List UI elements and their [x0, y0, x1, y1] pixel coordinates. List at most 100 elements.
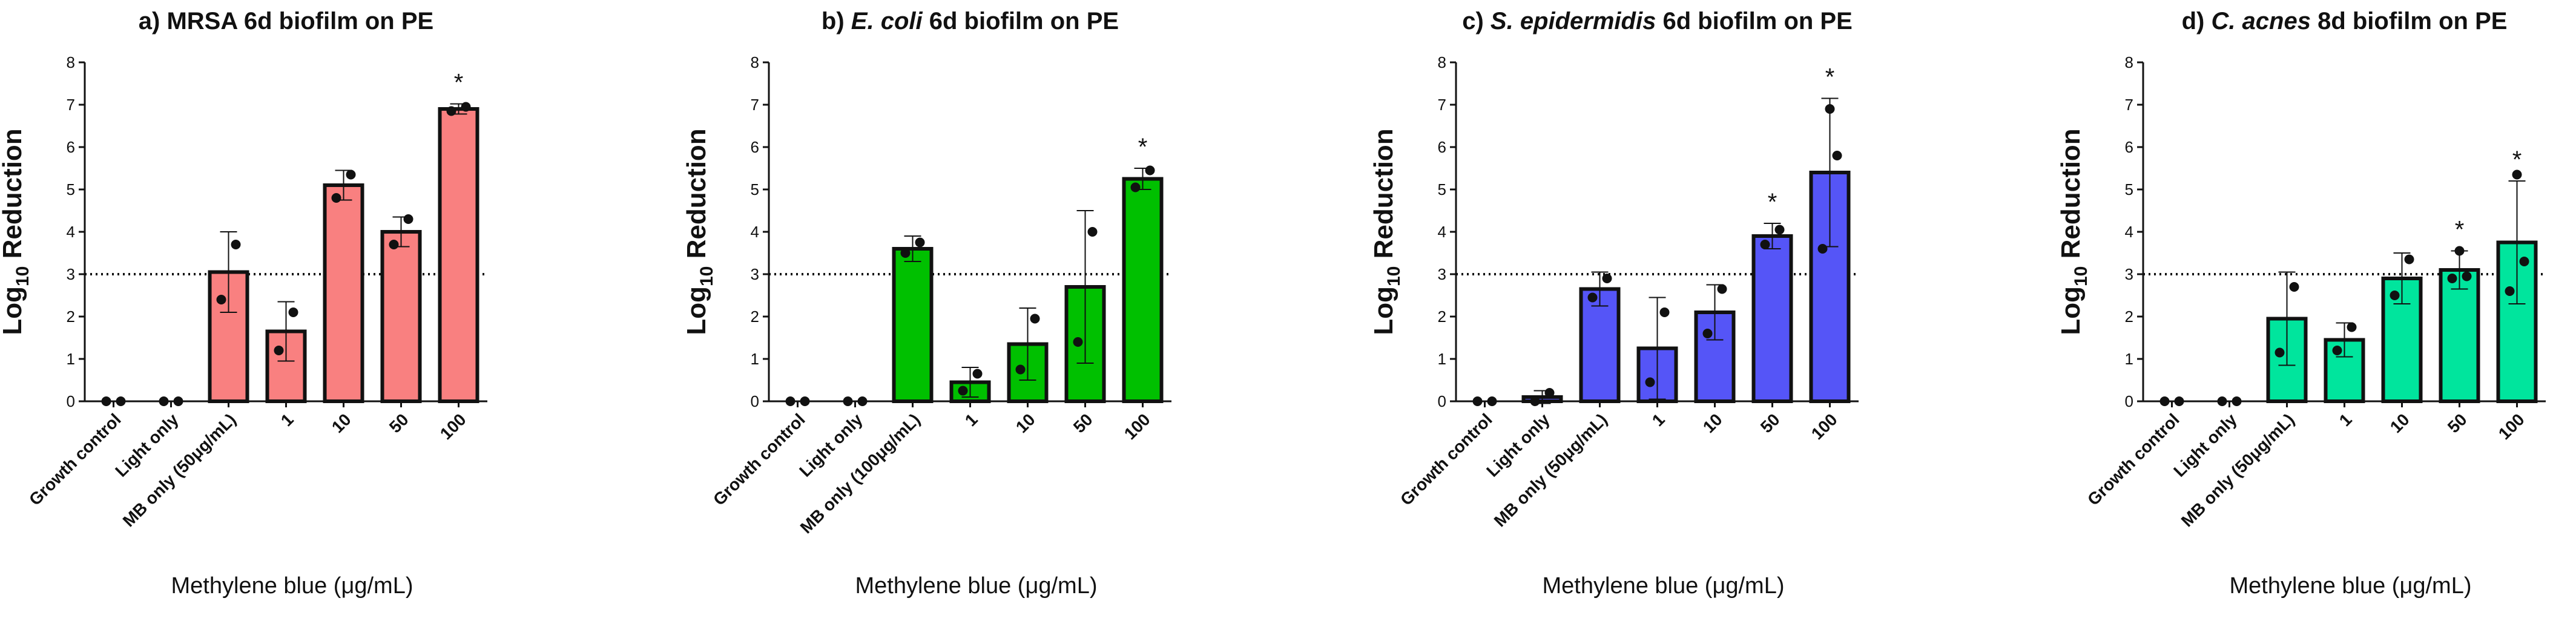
data-point [288, 307, 298, 317]
significance-marker: * [1768, 189, 1777, 215]
data-point [2289, 282, 2299, 292]
data-point [331, 193, 341, 203]
y-tick-label: 0 [2125, 392, 2133, 410]
data-point [389, 240, 399, 249]
x-tick-label: Growth control [710, 410, 809, 509]
significance-marker: * [2512, 146, 2522, 173]
y-axis-label: Log10 Reduction [2056, 128, 2091, 335]
chart-title-prefix: b) [822, 8, 851, 34]
y-tick-label: 4 [751, 223, 759, 241]
data-point [2454, 246, 2465, 256]
y-axis-label-rest: Reduction [682, 128, 711, 266]
y-axis-label-subscript: 10 [697, 266, 717, 286]
data-point [403, 214, 413, 224]
data-point [972, 369, 983, 379]
x-tick-label: MB only (50μg/mL) [1491, 410, 1611, 530]
data-point [2390, 291, 2400, 300]
data-point [2447, 274, 2457, 283]
chart-title: a) MRSA 6d biofilm on PE [139, 8, 433, 34]
y-axis-label: Log10 Reduction [0, 128, 33, 335]
chart-title-suffix: 8d biofilm on PE [2311, 8, 2507, 34]
data-point [1717, 284, 1727, 294]
significance-marker: * [454, 70, 464, 96]
y-tick-label: 0 [751, 392, 759, 410]
data-point [1760, 240, 1770, 249]
data-point [958, 386, 968, 396]
y-tick-label: 6 [1438, 138, 1446, 156]
chart-title: b) E. coli 6d biofilm on PE [822, 8, 1119, 34]
y-tick-label: 3 [751, 265, 759, 283]
data-point [1015, 364, 1026, 375]
bar [380, 230, 422, 403]
data-point [1030, 314, 1040, 324]
y-tick-label: 5 [751, 180, 759, 199]
x-tick-label: Growth control [1397, 410, 1496, 509]
chart-title-prefix: a) [139, 8, 167, 34]
x-tick-label: 1 [1649, 410, 1668, 430]
bar [1122, 177, 1164, 403]
data-point [2404, 254, 2414, 264]
data-point [461, 102, 471, 112]
x-tick-label: MB only (50μg/mL) [2178, 410, 2298, 530]
y-tick-label: 2 [67, 307, 75, 326]
y-tick-label: 8 [751, 53, 759, 71]
y-tick-label: 8 [2125, 53, 2133, 71]
data-point [1825, 104, 1835, 114]
y-axis-label-log: Log [2056, 286, 2086, 335]
data-point [2519, 257, 2529, 266]
x-tick-label: 10 [1699, 410, 1726, 436]
data-point [1145, 165, 1155, 176]
y-tick-label: 2 [2125, 307, 2133, 326]
bar [2439, 268, 2480, 403]
data-point [446, 106, 456, 116]
y-axis-label-subscript: 10 [2071, 266, 2091, 286]
x-tick-label: Growth control [2084, 410, 2183, 509]
data-point [1817, 244, 1828, 254]
x-tick-label: 50 [2444, 410, 2471, 436]
chart-title-prefix: d) [2182, 8, 2212, 34]
y-tick-label: 6 [751, 138, 759, 156]
y-tick-label: 4 [2125, 223, 2133, 241]
data-point [1659, 307, 1670, 317]
chart-title-prefix: c) [1462, 8, 1491, 34]
x-axis-label: Methylene blue (μg/mL) [171, 573, 413, 599]
x-tick-label: 1 [277, 410, 297, 430]
data-point [216, 295, 226, 304]
y-axis-label-rest: Reduction [0, 128, 27, 266]
data-point [1602, 274, 1612, 283]
data-point [1832, 151, 1842, 160]
significance-marker: * [2455, 217, 2465, 243]
y-tick-label: 5 [2125, 180, 2133, 199]
x-axis-label: Methylene blue (μg/mL) [855, 573, 1098, 599]
x-tick-label: 1 [2336, 410, 2356, 430]
x-tick-label: 10 [1012, 410, 1039, 436]
y-tick-label: 1 [751, 350, 759, 368]
data-point [1544, 388, 1555, 398]
data-point [2512, 169, 2522, 180]
data-point [1702, 329, 1713, 338]
chart-title-suffix: 6d biofilm on PE [1656, 8, 1852, 34]
chart-title: c) S. epidermidis 6d biofilm on PE [1462, 8, 1853, 34]
y-tick-label: 7 [751, 96, 759, 114]
x-tick-label: 10 [328, 410, 355, 436]
x-tick-label: 10 [2387, 410, 2413, 436]
y-axis-label-rest: Reduction [2056, 128, 2086, 266]
y-tick-label: 2 [1438, 307, 1446, 326]
y-tick-label: 3 [67, 265, 75, 283]
chart-panel-0: a) MRSA 6d biofilm on PE Log10 Reduction 0… [0, 8, 487, 599]
data-point [2332, 346, 2342, 355]
data-point [1587, 292, 1598, 303]
data-point [2275, 347, 2285, 358]
x-axis-label: Methylene blue (μg/mL) [2230, 573, 2472, 599]
data-point [274, 346, 284, 355]
x-tick-label: MB only (50μg/mL) [119, 410, 240, 530]
y-tick-label: 0 [67, 392, 75, 410]
y-tick-label: 8 [1438, 53, 1446, 71]
data-point [2347, 322, 2357, 332]
chart-title-species: S. epidermidis [1491, 8, 1656, 34]
y-tick-label: 8 [67, 53, 75, 71]
y-axis-label: Log10 Reduction [682, 128, 717, 335]
y-tick-label: 1 [1438, 350, 1446, 368]
y-tick-label: 6 [67, 138, 75, 156]
